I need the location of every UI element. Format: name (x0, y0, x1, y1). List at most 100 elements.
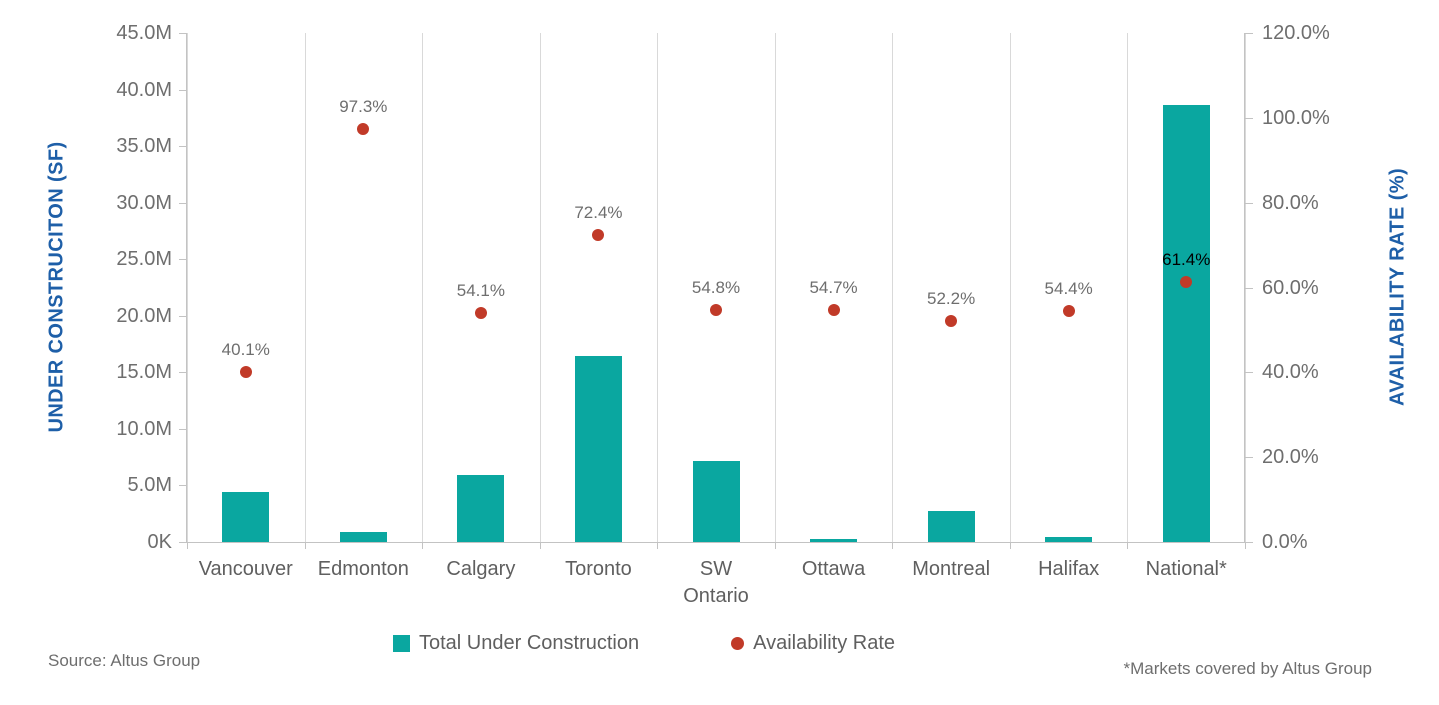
right-axis-tick-label: 60.0% (1262, 276, 1319, 299)
point-data-label: 54.7% (809, 277, 858, 297)
point-data-label: 54.1% (456, 280, 505, 300)
left-axis-tick-label: 20.0M (116, 304, 172, 327)
left-axis-tick-label: 15.0M (116, 361, 172, 384)
bar-sw-ontario (692, 460, 740, 542)
right-axis-tick-label: 100.0% (1262, 106, 1330, 129)
point-data-label: 54.8% (691, 277, 741, 297)
bar-calgary (457, 475, 505, 542)
plot-gridline (657, 33, 659, 542)
left-axis-tick (179, 315, 187, 317)
plot-gridline (1127, 33, 1129, 542)
left-axis-tick (179, 428, 187, 430)
left-axis-tick-label: 10.0M (116, 417, 172, 440)
x-axis-label: Calgary (446, 558, 516, 580)
point-ottawa (827, 303, 840, 316)
x-axis-tick (422, 542, 424, 549)
bar-ottawa (810, 538, 858, 542)
left-axis-tick (179, 146, 187, 148)
point-data-label: 40.1% (221, 339, 270, 359)
left-axis-tick (179, 542, 187, 543)
x-axis-tick (1245, 542, 1246, 549)
left-axis-tick (179, 89, 187, 91)
plot-gridline (1009, 33, 1011, 542)
left-axis-tick (179, 202, 187, 204)
x-axis-tick (774, 542, 776, 549)
left-axis-tick (179, 33, 187, 34)
point-halifax (1062, 305, 1075, 318)
legend-label: Total Under Construction (419, 632, 640, 654)
right-axis-tick (1245, 372, 1253, 374)
left-axis-tick-label: 35.0M (116, 135, 172, 158)
plot-gridline (187, 33, 188, 542)
x-axis-tick (657, 542, 659, 549)
bar-vancouver (222, 492, 270, 542)
left-axis-tick-label: 0K (147, 531, 172, 553)
x-axis-label: Montreal (912, 558, 991, 580)
right-axis-tick-label: 0.0% (1262, 531, 1308, 553)
point-data-label: 72.4% (574, 202, 623, 222)
bar-montreal (927, 511, 975, 542)
right-axis-tick (1245, 457, 1253, 459)
x-axis-tick (304, 542, 306, 549)
point-edmonton (357, 123, 370, 136)
bar-national* (1162, 105, 1210, 542)
left-axis-tick-label: 40.0M (116, 78, 172, 101)
right-axis-tick (1245, 202, 1253, 204)
plot-gridline (304, 33, 306, 542)
x-axis-tick (892, 542, 894, 549)
point-series-swatch-icon (731, 636, 745, 650)
left-axis-tick-label: 25.0M (116, 248, 172, 271)
x-axis-label: National* (1145, 558, 1227, 580)
point-data-label: 52.2% (927, 288, 976, 308)
right-axis-tick (1245, 542, 1253, 543)
point-montreal (945, 314, 958, 327)
x-axis-tick (1009, 542, 1011, 549)
left-axis-tick-label: 30.0M (116, 191, 172, 214)
x-axis-label: Vancouver (198, 558, 293, 580)
left-axis-tick (179, 372, 187, 374)
left-axis-line (186, 33, 187, 542)
bottom-axis-line (186, 542, 1245, 543)
left-axis-tick (179, 485, 187, 487)
plot-gridline (892, 33, 894, 542)
x-axis-label: SW Ontario (683, 558, 749, 607)
right-axis-tick (1245, 33, 1253, 34)
point-vancouver (239, 365, 252, 378)
right-axis-tick (1245, 287, 1253, 289)
right-axis-line (1244, 33, 1245, 542)
x-axis-label: Edmonton (317, 558, 409, 580)
left-axis-tick-label: 45.0M (116, 22, 172, 44)
x-axis-label: Toronto (565, 558, 632, 580)
point-sw-ontario (710, 303, 722, 316)
bar-series-swatch-icon (393, 634, 410, 652)
bar-halifax (1045, 537, 1093, 542)
x-axis-tick (187, 542, 188, 549)
x-axis-tick (1127, 542, 1129, 549)
right-axis-tick (1245, 117, 1253, 119)
right-axis-tick-label: 20.0% (1262, 446, 1319, 469)
point-data-label: 61.4% (1162, 249, 1211, 269)
plot-gridline (422, 33, 424, 542)
source-attribution: Source: Altus Group (48, 651, 201, 670)
bar-edmonton (339, 531, 387, 542)
point-toronto (592, 228, 605, 241)
markets-footnote: *Markets covered by Altus Group (1123, 659, 1372, 678)
legend-label: Availability Rate (753, 632, 896, 654)
plot-gridline (774, 33, 776, 542)
point-calgary (474, 306, 487, 319)
point-data-label: 97.3% (339, 97, 388, 117)
x-axis-tick (539, 542, 541, 549)
left-axis-tick (179, 259, 187, 261)
bar-toronto (574, 356, 622, 542)
point-national* (1180, 275, 1193, 288)
x-axis-label: Ottawa (801, 558, 866, 580)
right-axis-tick-label: 120.0% (1262, 22, 1330, 44)
legend-item-availability-rate: Availability Rate (731, 631, 895, 655)
left-axis-tick-label: 5.0M (127, 474, 172, 497)
right-axis-tick-label: 40.0% (1262, 361, 1319, 384)
legend-item-total-under-construction: Total Under Construction (393, 631, 639, 655)
chart-legend: Total Under Construction Availability Ra… (393, 631, 895, 655)
plot-gridline (539, 33, 541, 542)
point-data-label: 54.4% (1044, 279, 1093, 299)
